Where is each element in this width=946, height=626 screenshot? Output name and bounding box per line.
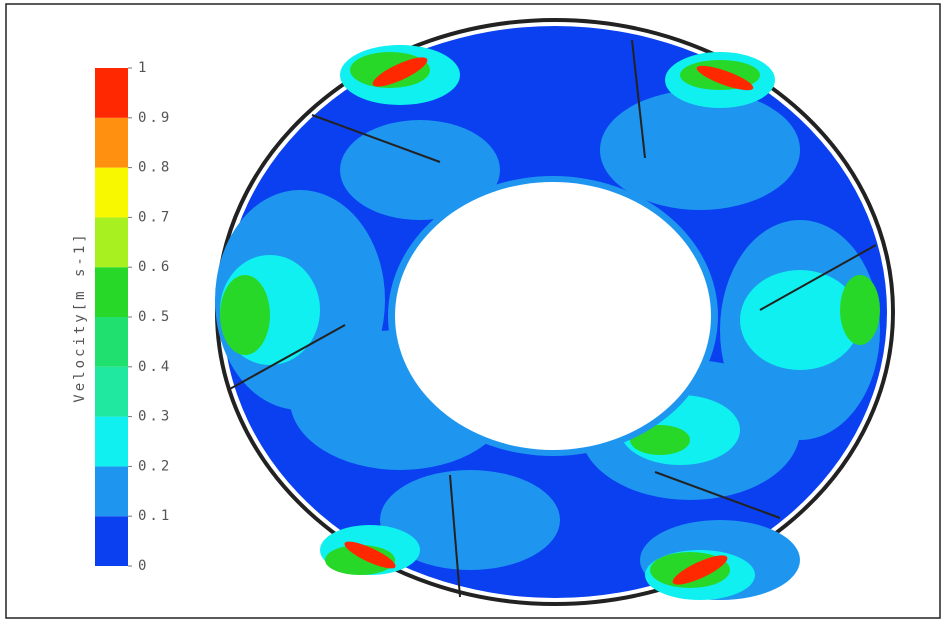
- tick-label: 0.7: [138, 209, 172, 225]
- tick-label: 0.6: [138, 259, 172, 275]
- color-band: [95, 416, 128, 467]
- color-band: [95, 267, 128, 317]
- color-band: [95, 516, 128, 566]
- color-band: [95, 366, 128, 417]
- tick-label: 0: [138, 558, 149, 574]
- blades: [227, 39, 877, 598]
- color-band: [95, 217, 128, 268]
- flow-field: [215, 18, 895, 606]
- color-band: [95, 167, 128, 218]
- color-band: [95, 68, 128, 118]
- tick-label: 0.9: [138, 110, 172, 126]
- tick-label: 1: [138, 60, 149, 76]
- tick-label: 0.8: [138, 160, 172, 176]
- tick-label: 0.5: [138, 309, 172, 325]
- tick-label: 0.1: [138, 508, 172, 524]
- hub: [395, 182, 711, 450]
- hot-spots: [344, 57, 754, 585]
- color-band: [95, 466, 128, 517]
- tick-label: 0.4: [138, 359, 172, 375]
- tick-label: 0.2: [138, 458, 172, 474]
- tick-label: 0.3: [138, 409, 172, 425]
- colorbar-title: Velocity[m s-1]: [72, 231, 88, 402]
- color-band: [95, 317, 128, 367]
- color-band: [95, 117, 128, 168]
